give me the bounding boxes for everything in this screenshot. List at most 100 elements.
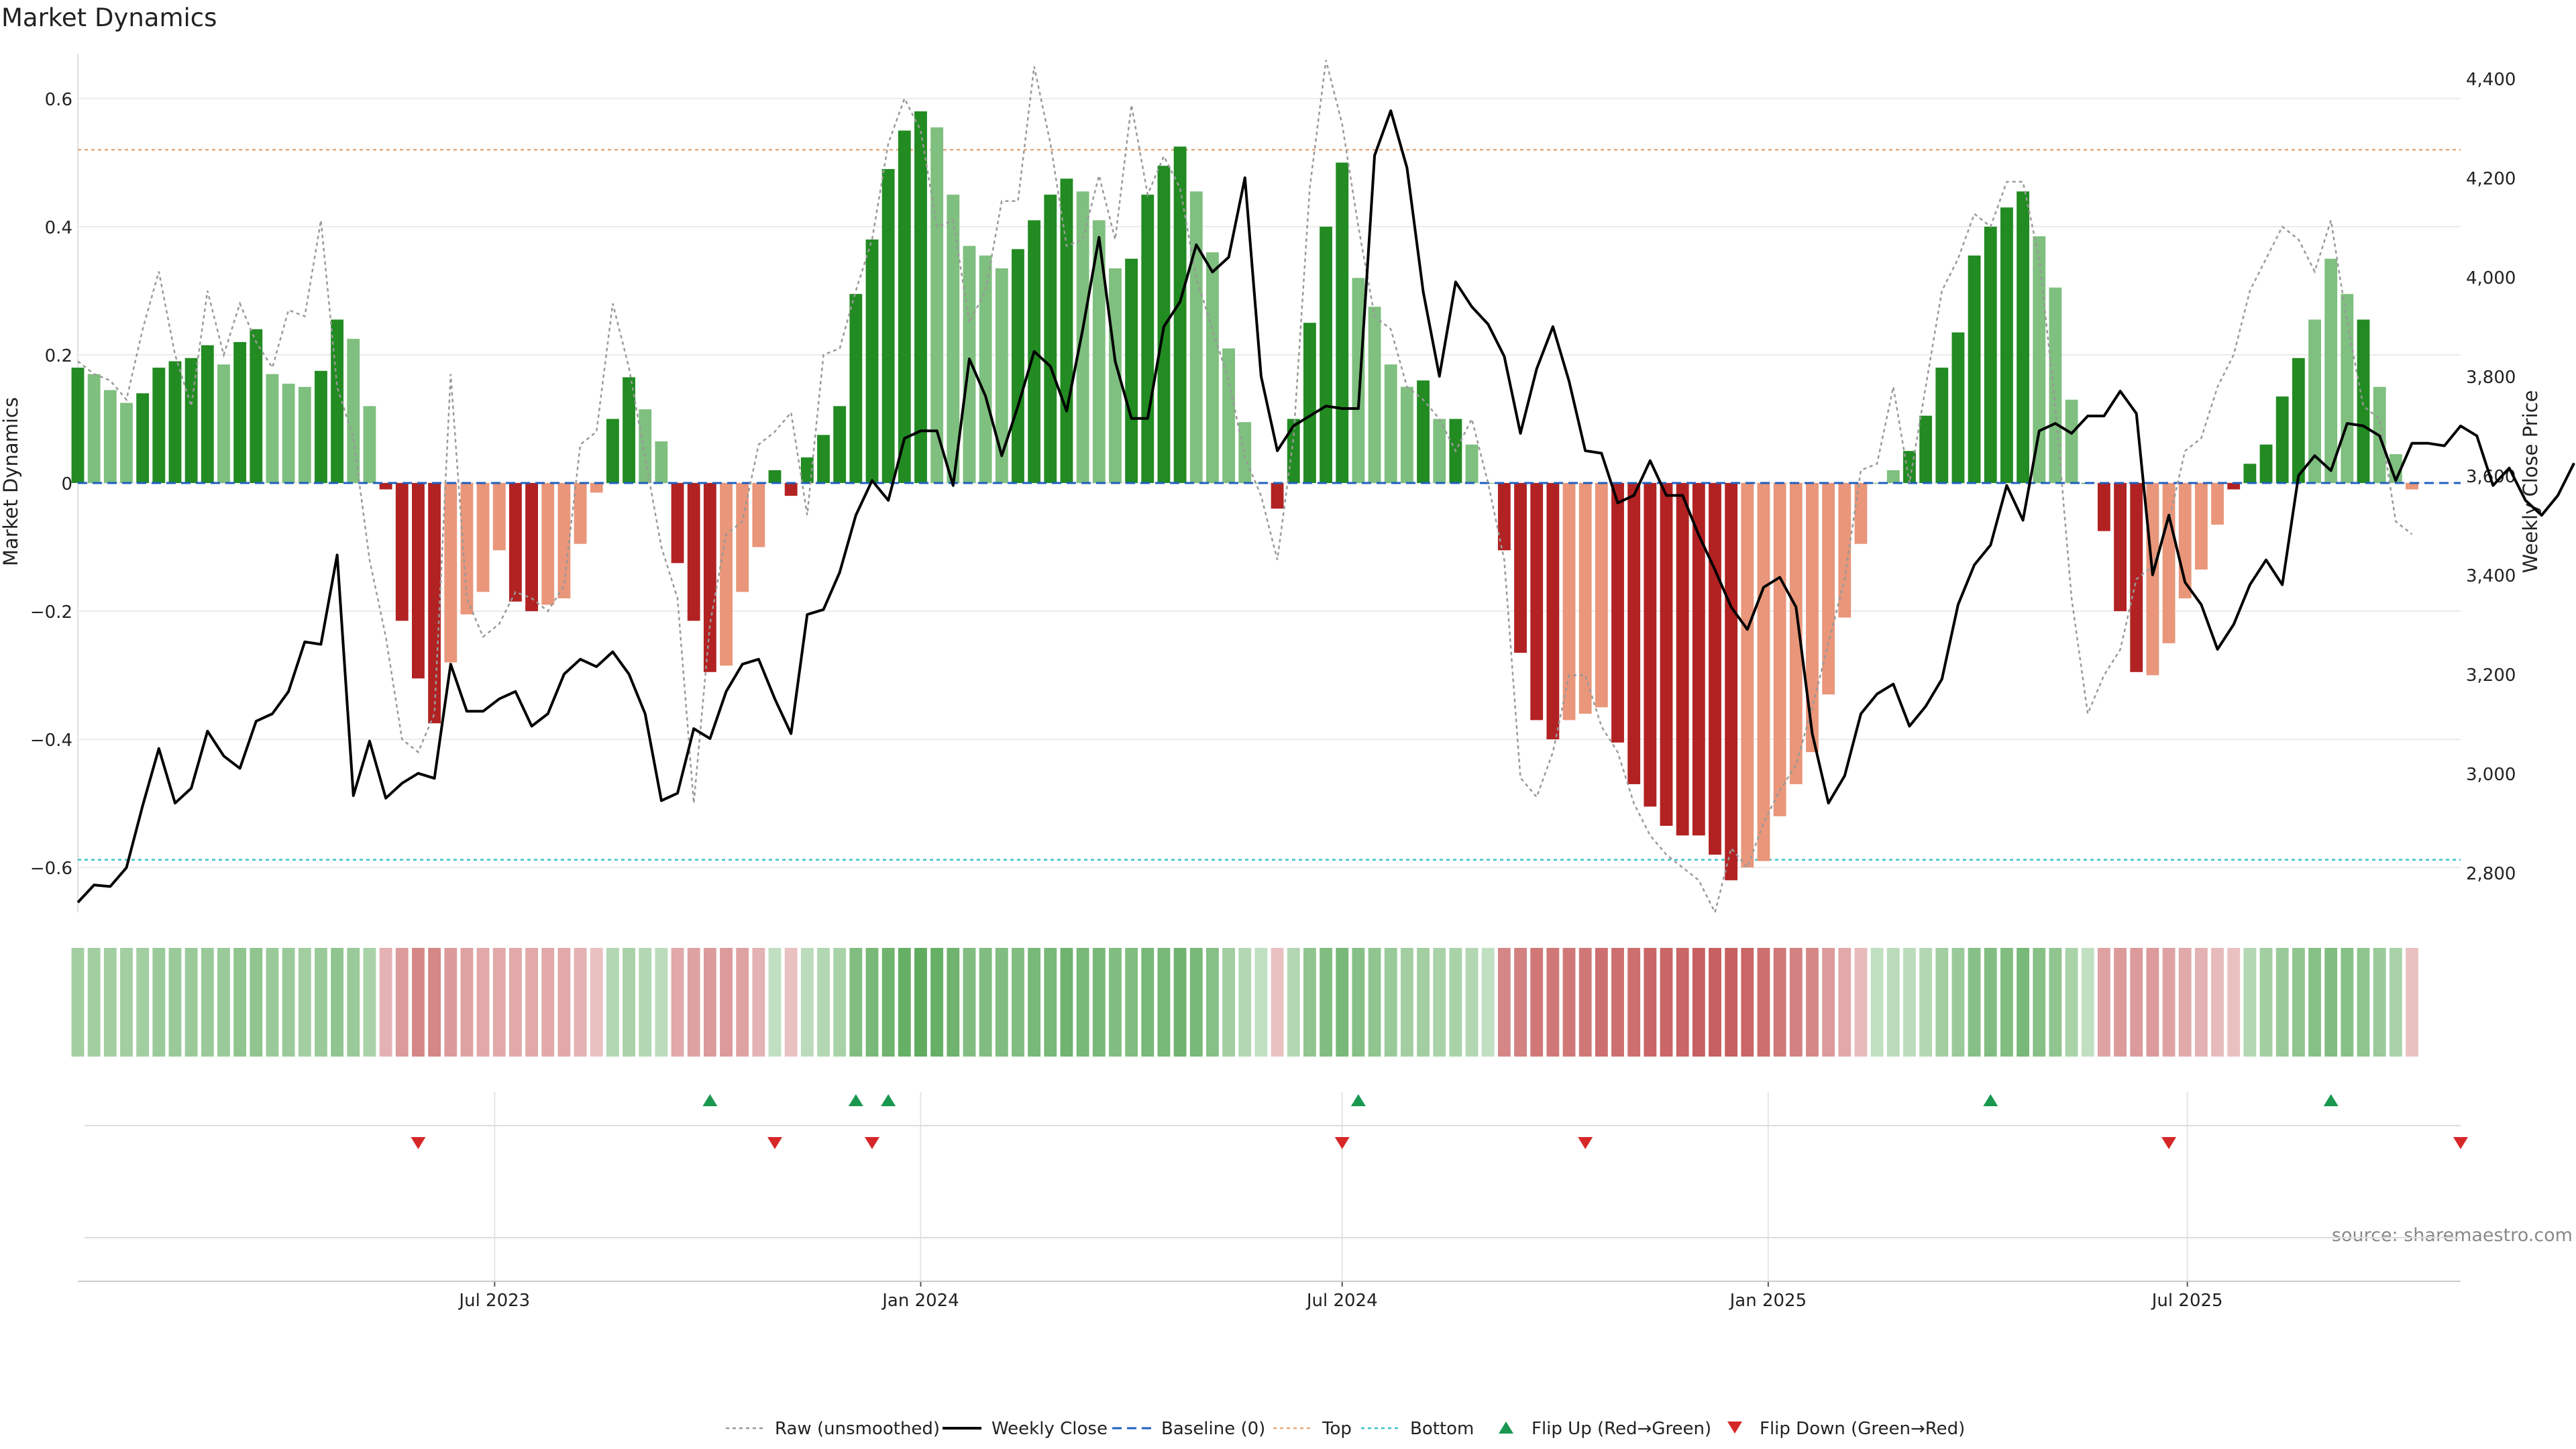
heat-cell [1125, 948, 1138, 1057]
heat-cell [87, 948, 101, 1057]
heat-cell [557, 948, 571, 1057]
dynamics-bar [881, 168, 895, 483]
legend-bottom-label: Bottom [1410, 1419, 1474, 1439]
dynamics-bar [331, 319, 344, 483]
heat-cell [1254, 948, 1268, 1057]
dynamics-bar [1400, 386, 1413, 483]
dynamics-bar [1206, 252, 1219, 483]
legend-flip-down-label: Flip Down (Green→Red) [1760, 1419, 1965, 1439]
dynamics-bar [703, 483, 716, 672]
legend-raw-label: Raw (unsmoothed) [775, 1419, 940, 1439]
y-tick-label-right: 3,200 [2466, 665, 2516, 686]
heat-cell [720, 948, 733, 1057]
heat-cell [768, 948, 782, 1057]
heat-cell [1189, 948, 1203, 1057]
dynamics-bar [898, 130, 911, 484]
heat-cell [1741, 948, 1754, 1057]
heat-cell [833, 948, 847, 1057]
heat-cell [703, 948, 716, 1057]
heat-cell [250, 948, 263, 1057]
heat-cell [1141, 948, 1155, 1057]
dynamics-bar [784, 483, 798, 496]
heat-cell [2227, 948, 2241, 1057]
dynamics-bar [395, 483, 409, 621]
heat-cell [914, 948, 927, 1057]
heat-cell [184, 948, 198, 1057]
dynamics-bar [1660, 483, 1673, 826]
dynamics-bar [1222, 348, 1236, 483]
flip-down-marker [865, 1137, 879, 1149]
flip-up-marker [702, 1094, 718, 1106]
dynamics-bar [930, 127, 944, 483]
heat-cell [71, 948, 85, 1057]
dynamics-bar [282, 383, 295, 483]
heat-cell [412, 948, 425, 1057]
dynamics-bar [2033, 236, 2046, 483]
heat-cell [347, 948, 360, 1057]
dynamics-bar [2065, 399, 2078, 483]
dynamics-bar [152, 368, 166, 483]
heat-cell [1044, 948, 1057, 1057]
heat-cell [2017, 948, 2030, 1057]
dynamics-bar [1578, 483, 1592, 714]
heat-cell [476, 948, 490, 1057]
heat-cell [1919, 948, 1933, 1057]
y-tick-label-left: 0 [61, 474, 72, 494]
heat-cell [995, 948, 1008, 1057]
heat-cell [2065, 948, 2078, 1057]
heat-cell [1400, 948, 1413, 1057]
heat-cell [2146, 948, 2159, 1057]
flip-up-marker [1983, 1094, 1998, 1106]
heat-cell [2243, 948, 2257, 1057]
dynamics-bar [2000, 207, 2013, 483]
heat-cell [1546, 948, 1560, 1057]
dynamics-bar [298, 386, 311, 483]
dynamics-bar [492, 483, 506, 551]
flip-up-marker [1350, 1094, 1366, 1106]
y-tick-label-right: 3,800 [2466, 368, 2516, 388]
dynamics-bar [2243, 464, 2257, 483]
heat-cell [2114, 948, 2127, 1057]
y-tick-label-right: 4,200 [2466, 169, 2516, 189]
heat-cell [865, 948, 879, 1057]
heat-cell [2275, 948, 2289, 1057]
heat-cell [574, 948, 587, 1057]
heat-cell [2324, 948, 2338, 1057]
heat-cell [1951, 948, 1965, 1057]
dynamics-bar [2308, 319, 2321, 483]
dynamics-bar [720, 483, 733, 666]
dynamics-bar [2406, 483, 2418, 490]
dynamics-bar [168, 361, 182, 483]
y-tick-label-right: 2,800 [2466, 864, 2516, 884]
dynamics-bar [428, 483, 441, 724]
heat-cell [1271, 948, 1284, 1057]
dynamics-bar [639, 409, 652, 483]
heat-cell [168, 948, 182, 1057]
heat-cell [2406, 948, 2418, 1057]
dynamics-bar [655, 441, 668, 483]
heat-cell [849, 948, 863, 1057]
heat-cell [541, 948, 555, 1057]
heat-cell [1870, 948, 1884, 1057]
dynamics-bar [1417, 380, 1430, 483]
dynamics-bar [2049, 287, 2062, 483]
heat-cell [298, 948, 311, 1057]
dynamics-bar [1109, 268, 1122, 483]
dynamics-bar [87, 374, 101, 483]
dynamics-bar [1676, 483, 1689, 836]
dynamics-bar [508, 483, 522, 602]
dynamics-bar [2146, 483, 2159, 676]
heat-cell [1935, 948, 1949, 1057]
raw-series-line [77, 60, 2413, 915]
dynamics-bar [2292, 358, 2305, 483]
flip-down-marker [2453, 1137, 2468, 1149]
dynamics-bar [1692, 483, 1705, 836]
dynamics-bar [201, 345, 214, 483]
dynamics-bar [2357, 319, 2370, 483]
dynamics-bar [2324, 258, 2338, 483]
heat-cell [1336, 948, 1349, 1057]
dynamics-bar [1012, 249, 1024, 483]
heat-cell [2211, 948, 2224, 1057]
